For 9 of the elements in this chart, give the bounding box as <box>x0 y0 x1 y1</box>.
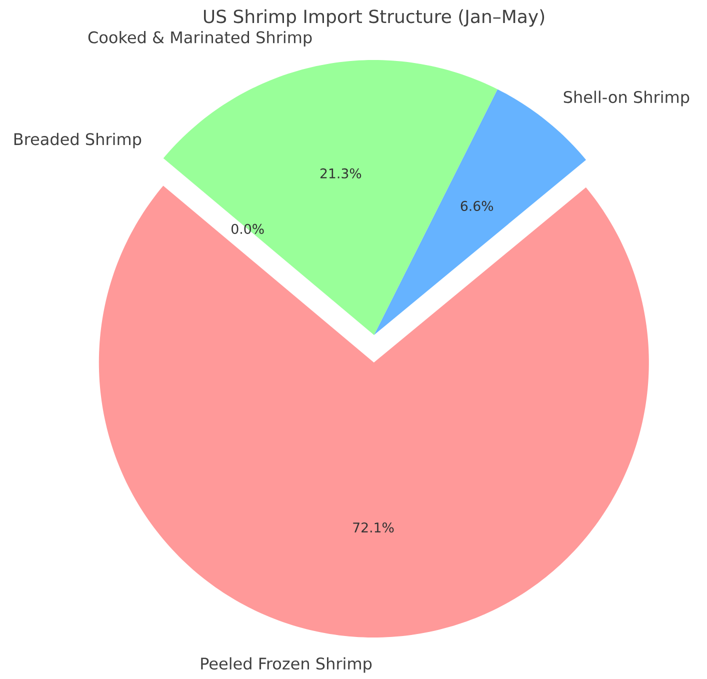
data-label: 6.6% <box>460 200 494 212</box>
slice-label: Cooked & Marinated Shrimp <box>88 31 312 46</box>
slice-label: Peeled Frozen Shrimp <box>201 657 372 673</box>
data-label: 72.1% <box>353 522 394 533</box>
slice-label: Shell-on Shrimp <box>564 90 690 106</box>
text: 0.0% <box>232 224 264 234</box>
category-label: Breaded Shrimp <box>14 132 142 148</box>
data-label: 21.3% <box>320 168 362 178</box>
chart-title: US Shrimp Import Structure (Jan–May) <box>204 9 544 27</box>
